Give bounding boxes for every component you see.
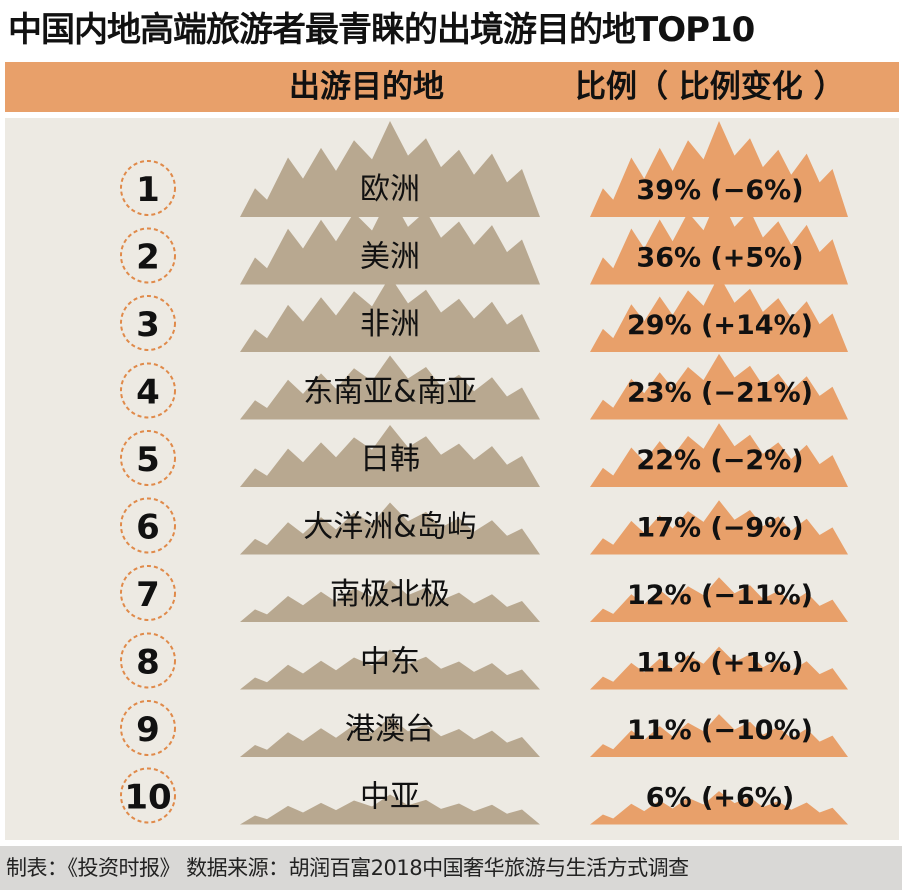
- share-mountain: [590, 353, 848, 420]
- rank-number: 7: [136, 575, 160, 615]
- share-label: 17% (−9%): [636, 513, 803, 544]
- destination-mountain: [240, 649, 540, 690]
- rank-circle: [120, 700, 176, 756]
- rank-circle: [120, 430, 176, 486]
- destination-mountain: [240, 502, 540, 555]
- destination-label: 大洋洲&岛屿: [303, 510, 476, 545]
- destination-mountain: [240, 425, 540, 487]
- source-note: 制表：《投资时报》 数据来源：胡润百富2018中国奢华旅游与生活方式调查: [6, 856, 689, 880]
- rank-number: 1: [136, 170, 160, 210]
- share-label: 23% (−21%): [627, 378, 813, 409]
- share-label: 29% (+14%): [627, 310, 813, 341]
- share-label: 11% (+1%): [636, 648, 803, 679]
- rank-circle: [120, 767, 176, 824]
- share-label: 22% (−2%): [636, 445, 803, 476]
- share-mountain: [590, 194, 848, 285]
- rank-number: 9: [136, 710, 160, 750]
- destination-mountain: [240, 355, 540, 420]
- destination-label: 中亚: [360, 780, 420, 815]
- rank-number: 5: [136, 440, 160, 480]
- rank-circle: [120, 632, 176, 689]
- destination-mountain: [240, 121, 540, 217]
- share-label: 12% (−11%): [627, 580, 813, 611]
- rank-number: 10: [124, 778, 171, 818]
- share-mountain: [590, 121, 848, 217]
- rank-number: 2: [136, 238, 160, 278]
- column-header-band: 出游目的地 比例（ 比例变化 ）: [5, 62, 899, 112]
- rank-circle: [120, 295, 176, 351]
- share-mountain: [590, 423, 848, 487]
- rank-circle: [120, 227, 176, 284]
- rank-circle: [120, 497, 176, 554]
- rank-circle: [120, 362, 176, 419]
- destination-label: 非洲: [360, 307, 420, 342]
- rank-number: 8: [136, 643, 160, 683]
- destination-label: 中东: [360, 645, 420, 680]
- share-mountain: [590, 646, 848, 690]
- rank-circle: [120, 565, 176, 621]
- share-label: 36% (+5%): [636, 243, 803, 274]
- destination-label: 港澳台: [345, 712, 435, 747]
- rank-number: 3: [136, 305, 160, 345]
- destination-label: 美洲: [360, 240, 420, 275]
- destination-label: 南极北极: [330, 577, 450, 612]
- destination-label: 日韩: [360, 442, 420, 477]
- chart-title: 中国内地高端旅游者最青睐的出境游目的地TOP10: [8, 10, 755, 50]
- destination-label: 东南亚&南亚: [303, 375, 476, 410]
- destination-column-header: 出游目的地: [289, 69, 444, 105]
- share-mountain: [590, 275, 848, 352]
- share-mountain: [590, 500, 848, 555]
- share-mountain: [590, 577, 848, 622]
- rank-number: 6: [136, 508, 160, 548]
- rank-number: 4: [136, 373, 160, 413]
- destination-mountain: [240, 794, 540, 825]
- ranking-chart: 1 欧洲 39% (−6%)2 美洲 36% (+5%)3 非洲 29% (+14%)4 东南…: [120, 121, 848, 825]
- ratio-column-header: 比例（ 比例变化 ）: [575, 69, 845, 105]
- share-mountain: [590, 791, 848, 825]
- destination-mountain: [240, 717, 540, 757]
- rank-circle: [120, 160, 176, 216]
- share-label: 11% (−10%): [627, 715, 813, 746]
- share-mountain: [590, 714, 848, 757]
- destination-mountain: [240, 194, 540, 285]
- destination-mountain: [240, 276, 540, 352]
- footer-bar: 制表：《投资时报》 数据来源：胡润百富2018中国奢华旅游与生活方式调查: [0, 846, 902, 890]
- destination-mountain: [240, 580, 540, 622]
- share-label: 6% (+6%): [646, 783, 794, 814]
